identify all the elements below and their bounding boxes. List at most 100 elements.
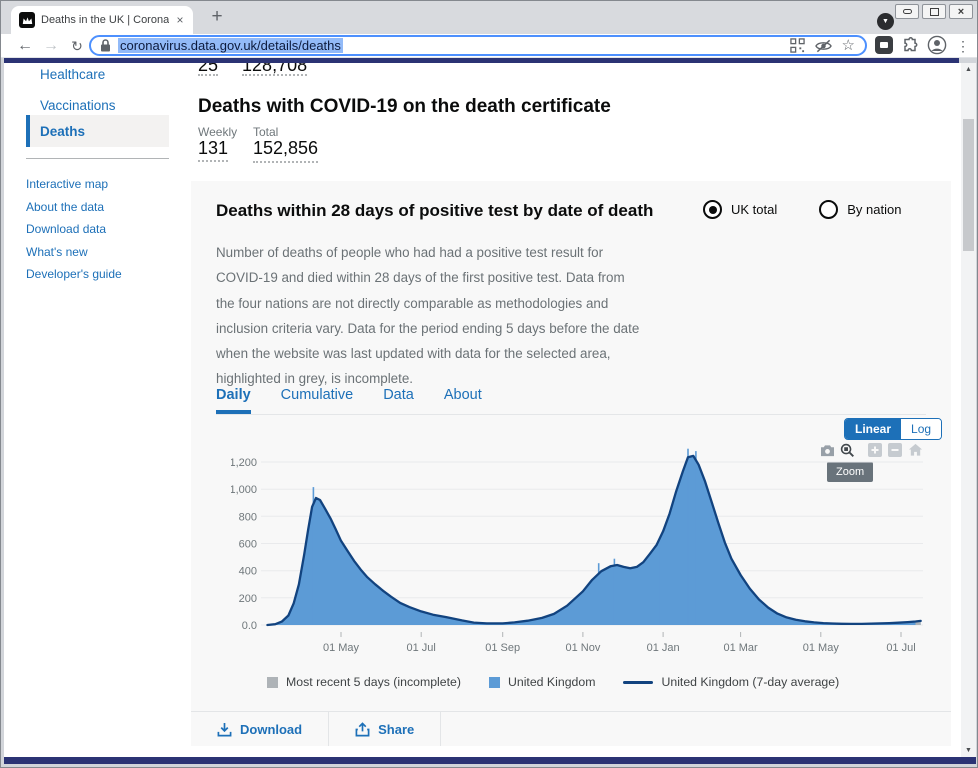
certificate-metric-values: 131 152,856 — [198, 138, 319, 163]
lock-icon — [101, 39, 110, 52]
chart-modebar — [817, 442, 925, 458]
legend-label: Most recent 5 days (incomplete) — [286, 675, 461, 689]
x-tick-label: 01 Nov — [565, 642, 600, 654]
share-icon — [355, 721, 370, 736]
scroll-down-icon[interactable]: ▼ — [965, 747, 972, 754]
profile-avatar[interactable] — [927, 35, 947, 60]
sidebar-item-healthcare[interactable]: Healthcare — [40, 67, 106, 82]
seven-day-average-line[interactable] — [266, 454, 922, 627]
certificate-section-title: Deaths with COVID-19 on the death certif… — [198, 96, 611, 117]
page-scrollbar[interactable]: ▲ ▼ — [961, 63, 976, 757]
qr-code-icon[interactable] — [789, 38, 805, 53]
scroll-up-icon[interactable]: ▲ — [965, 66, 972, 73]
url-text[interactable]: coronavirus.data.gov.uk/details/deaths — [118, 38, 343, 53]
extension-action-icon[interactable] — [875, 36, 893, 54]
tab-title: Deaths in the UK | Coronavirus in th — [41, 14, 169, 26]
y-tick-label: 200 — [239, 593, 257, 605]
deaths-chart-svg[interactable]: 0.0 200 400 600 800 1,000 1,200 01 May 01 Jul 01 … — [229, 447, 931, 659]
zoom-in-icon[interactable] — [865, 442, 885, 458]
maximize-icon — [929, 7, 939, 16]
deaths-28-days-card: Deaths within 28 days of positive test b… — [191, 181, 951, 746]
scale-toggle: Linear Log — [844, 418, 943, 440]
download-icon — [217, 722, 232, 736]
zoom-tool-icon[interactable] — [837, 442, 857, 458]
total-value: 152,856 — [253, 138, 319, 163]
eye-hidden-icon[interactable] — [814, 39, 832, 53]
minimize-button[interactable] — [895, 4, 919, 19]
page-top-banner — [4, 58, 959, 63]
page-bottom-banner — [4, 757, 976, 764]
sidebar-item-deaths[interactable]: Deaths — [26, 115, 169, 147]
card-title: Deaths within 28 days of positive test b… — [216, 201, 654, 220]
tab-search-icon[interactable]: ▼ — [877, 13, 894, 30]
previous-section-metrics: 25 128,708 — [198, 63, 308, 76]
bookmark-star-icon[interactable]: ☆ — [841, 37, 855, 54]
sidebar-link-what-s-new[interactable]: What's new — [26, 244, 88, 259]
share-button[interactable]: Share — [329, 712, 442, 746]
radio-unselected-icon[interactable] — [819, 200, 839, 219]
legend-swatch — [623, 680, 654, 684]
total-label: Total — [253, 125, 279, 139]
legend-item-most-recent-5-days-incomplete-[interactable]: Most recent 5 days (incomplete) — [267, 675, 461, 689]
page-content: Healthcare Vaccinations Deaths Interactive … — [4, 63, 961, 757]
radio-by-nation[interactable]: By nation — [819, 200, 901, 219]
metric-total-partial: 128,708 — [242, 63, 308, 76]
forward-button[interactable]: → — [43, 37, 59, 54]
close-button[interactable]: × — [949, 4, 973, 19]
radio-label: By nation — [847, 202, 902, 217]
zoom-out-icon[interactable] — [885, 442, 905, 458]
maximize-button[interactable] — [922, 4, 946, 19]
tab-cumulative[interactable]: Cumulative — [280, 387, 354, 403]
snapshot-camera-icon[interactable] — [817, 442, 837, 458]
legend-item-united-kingdom[interactable]: United Kingdom — [488, 675, 595, 689]
legend-label: United Kingdom (7-day average) — [661, 675, 840, 689]
tab-strip: Deaths in the UK | Coronavirus in th × +… — [1, 1, 977, 34]
linear-scale-button[interactable]: Linear — [845, 419, 902, 439]
extension-glyph — [880, 42, 888, 48]
sidebar-link-download-data[interactable]: Download data — [26, 222, 107, 236]
zoom-tooltip: Zoom — [827, 462, 874, 482]
radio-uk-total[interactable]: UK total — [703, 200, 777, 219]
browser-tab[interactable]: Deaths in the UK | Coronavirus in th × — [11, 6, 193, 34]
daily-bar-spike — [687, 448, 689, 625]
weekly-value: 131 — [198, 138, 229, 162]
browser-menu-icon[interactable]: ⋮ — [956, 38, 970, 54]
daily-bar-spike — [312, 487, 315, 625]
card-tabs: Daily Cumulative Data About — [216, 387, 926, 415]
chart-legend: Most recent 5 days (incomplete) United Ki… — [267, 675, 839, 689]
window-controls: × — [895, 4, 973, 19]
download-button[interactable]: Download — [191, 712, 330, 746]
weekly-label: Weekly — [198, 125, 238, 139]
log-scale-button[interactable]: Log — [901, 419, 942, 439]
tab-close-icon[interactable]: × — [176, 13, 184, 27]
extensions-puzzle-icon[interactable] — [901, 36, 919, 59]
radio-label: UK total — [731, 202, 778, 217]
y-tick-label: 1,200 — [231, 457, 257, 469]
sidebar-link-developer-s-guide[interactable]: Developer's guide — [26, 267, 122, 281]
tab-about[interactable]: About — [443, 387, 482, 403]
sidebar-link-about-the-data[interactable]: About the data — [26, 199, 105, 214]
reload-button[interactable]: ↻ — [71, 38, 83, 54]
radio-selected-icon[interactable] — [703, 200, 722, 219]
reset-axes-home-icon[interactable] — [905, 442, 925, 458]
tab-data[interactable]: Data — [383, 387, 414, 403]
area-type-radio-group: UK total By nation — [703, 200, 901, 219]
browser-toolbar: ← → ↻ coronavirus.data.gov.uk/details/de… — [1, 34, 977, 60]
daily-deaths-area[interactable] — [267, 455, 921, 625]
daily-bar-spike — [659, 536, 662, 625]
y-tick-label: 0.0 — [242, 620, 257, 632]
y-tick-label: 400 — [239, 566, 257, 578]
y-tick-label: 600 — [239, 539, 257, 551]
x-tick-label: 01 Sep — [485, 642, 520, 654]
deaths-chart[interactable]: 0.0 200 400 600 800 1,000 1,200 01 May 01 Jul 01 … — [229, 447, 931, 659]
back-button[interactable]: ← — [17, 37, 33, 54]
sidebar-link-interactive-map[interactable]: Interactive map — [26, 177, 109, 191]
download-label: Download — [240, 721, 303, 737]
scrollbar-thumb[interactable] — [963, 119, 974, 251]
new-tab-button[interactable]: + — [211, 6, 223, 27]
daily-bar-spike — [597, 563, 600, 625]
address-bar[interactable]: coronavirus.data.gov.uk/details/deaths ☆ — [89, 35, 867, 56]
legend-item-united-kingdom-7-day-average-[interactable]: United Kingdom (7-day average) — [623, 675, 839, 689]
sidebar-item-vaccinations[interactable]: Vaccinations — [40, 98, 116, 113]
tab-daily[interactable]: Daily — [216, 387, 251, 414]
